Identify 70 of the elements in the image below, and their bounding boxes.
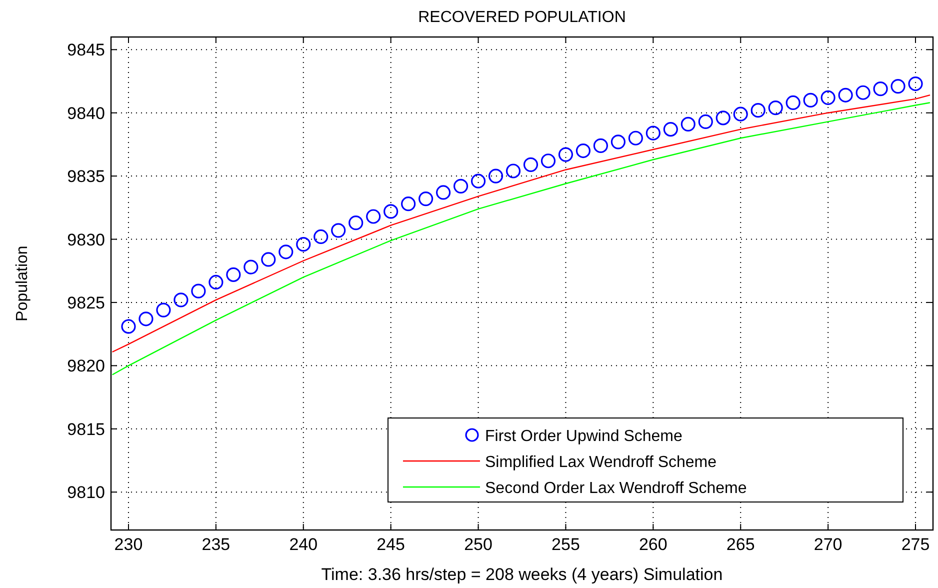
x-tick-label: 265 xyxy=(726,535,755,554)
point xyxy=(593,138,608,154)
point xyxy=(506,164,521,178)
x-tick-label: 255 xyxy=(552,535,580,554)
point xyxy=(436,185,451,200)
y-tick-label: 9820 xyxy=(67,356,105,376)
point xyxy=(156,302,171,318)
point xyxy=(750,103,766,118)
y-tick-label: 9810 xyxy=(67,483,105,502)
point xyxy=(121,319,136,334)
point xyxy=(418,192,434,206)
point xyxy=(488,168,504,184)
point xyxy=(470,174,486,188)
y-tick-label: 9815 xyxy=(67,420,105,439)
y-tick-label: 9825 xyxy=(67,293,105,312)
point xyxy=(348,216,364,230)
point xyxy=(838,88,853,102)
point xyxy=(908,76,923,92)
point xyxy=(856,85,870,100)
y-tick-label: 9840 xyxy=(67,104,105,123)
point xyxy=(786,95,800,110)
x-tick-label: 270 xyxy=(814,535,842,554)
point xyxy=(296,237,311,252)
x-tick-label: 245 xyxy=(376,535,406,554)
legend-label: Second Order Lax Wendroff Scheme xyxy=(485,480,747,497)
point xyxy=(278,244,294,260)
point xyxy=(576,143,591,158)
x-tick-label: 275 xyxy=(901,535,930,554)
point xyxy=(610,134,626,150)
point xyxy=(768,100,783,116)
legend-label: Simplified Lax Wendroff Scheme xyxy=(485,454,717,471)
point xyxy=(366,209,381,224)
x-axis-title: Time: 3.36 hrs/step = 208 weeks (4 years) Simulation xyxy=(321,565,723,584)
point xyxy=(558,147,574,162)
point xyxy=(628,130,643,146)
point xyxy=(331,223,346,238)
y-axis-title: Population xyxy=(14,246,31,322)
point xyxy=(401,196,416,212)
point xyxy=(453,178,468,194)
point xyxy=(716,110,730,126)
y-tick-label: 9830 xyxy=(67,230,105,250)
point xyxy=(698,114,713,129)
point xyxy=(540,154,556,168)
point xyxy=(680,116,696,132)
point xyxy=(384,204,398,219)
point xyxy=(138,312,154,326)
point xyxy=(208,274,224,290)
point xyxy=(523,157,538,172)
point xyxy=(733,106,748,122)
point xyxy=(261,252,276,267)
legend-label: First Order Upwind Scheme xyxy=(485,428,682,445)
point xyxy=(873,82,888,96)
point xyxy=(820,90,836,105)
point xyxy=(803,92,818,108)
point xyxy=(226,267,241,282)
point xyxy=(191,284,206,298)
point xyxy=(646,126,660,140)
x-tick-label: 250 xyxy=(464,535,492,554)
x-tick-label: 240 xyxy=(289,535,318,554)
point xyxy=(663,122,678,137)
chart-title: RECOVERED POPULATION xyxy=(418,9,626,26)
point xyxy=(890,79,906,94)
point xyxy=(314,229,328,244)
x-tick-label: 260 xyxy=(638,535,668,554)
y-tick-label: 9845 xyxy=(67,40,105,60)
point xyxy=(174,292,188,308)
x-tick-label: 235 xyxy=(202,535,230,554)
point xyxy=(244,260,258,274)
y-tick-label: 9835 xyxy=(67,167,105,186)
x-tick-label: 230 xyxy=(114,535,143,554)
